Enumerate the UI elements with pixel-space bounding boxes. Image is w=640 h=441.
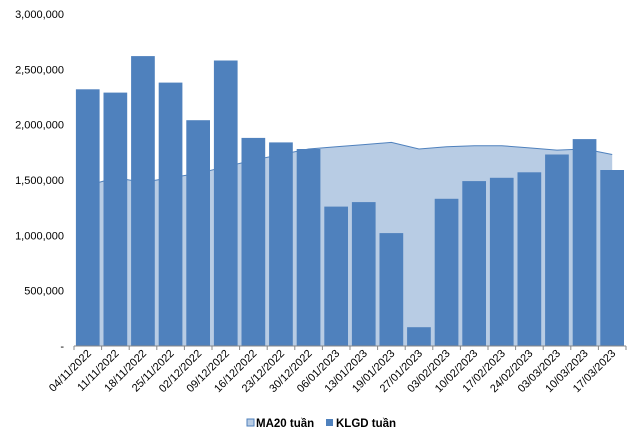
bar xyxy=(131,56,155,346)
legend-swatch-klgd xyxy=(326,419,333,426)
bar xyxy=(158,82,183,346)
y-tick-label: 3,000,000 xyxy=(15,9,64,21)
legend: MA20 tuần KLGD tuần xyxy=(246,418,396,430)
legend-label-ma20: MA20 tuần xyxy=(256,418,314,430)
bar xyxy=(434,198,459,346)
y-tick-label: 2,500,000 xyxy=(15,64,64,76)
bar xyxy=(103,92,128,346)
bar xyxy=(213,60,238,346)
legend-label-klgd: KLGD tuần xyxy=(336,418,396,430)
y-tick-label: 2,000,000 xyxy=(15,120,64,132)
bar xyxy=(407,327,431,346)
bar xyxy=(517,172,542,346)
bar xyxy=(572,139,597,346)
bar xyxy=(600,170,624,346)
y-tick-label: 1,500,000 xyxy=(15,175,64,187)
y-axis: - 500,000 1,000,000 1,500,000 2,000,000 2,500… xyxy=(15,9,64,353)
bar xyxy=(351,202,376,346)
bar xyxy=(545,154,569,346)
y-tick-label: 500,000 xyxy=(24,286,64,298)
legend-swatch-ma20 xyxy=(246,418,255,427)
bar xyxy=(489,177,514,346)
bar xyxy=(324,206,348,346)
x-axis: 04/11/202211/11/202218/11/202225/11/2022… xyxy=(47,345,627,395)
y-tick-label: - xyxy=(60,341,64,353)
bar xyxy=(296,149,321,346)
bar xyxy=(462,181,486,346)
bar xyxy=(75,89,100,347)
y-tick-label: 1,000,000 xyxy=(15,230,64,242)
bar xyxy=(379,233,404,346)
bar xyxy=(241,137,266,346)
bar xyxy=(269,142,293,346)
klgd-bar-layer xyxy=(75,56,624,347)
bar xyxy=(186,120,210,346)
